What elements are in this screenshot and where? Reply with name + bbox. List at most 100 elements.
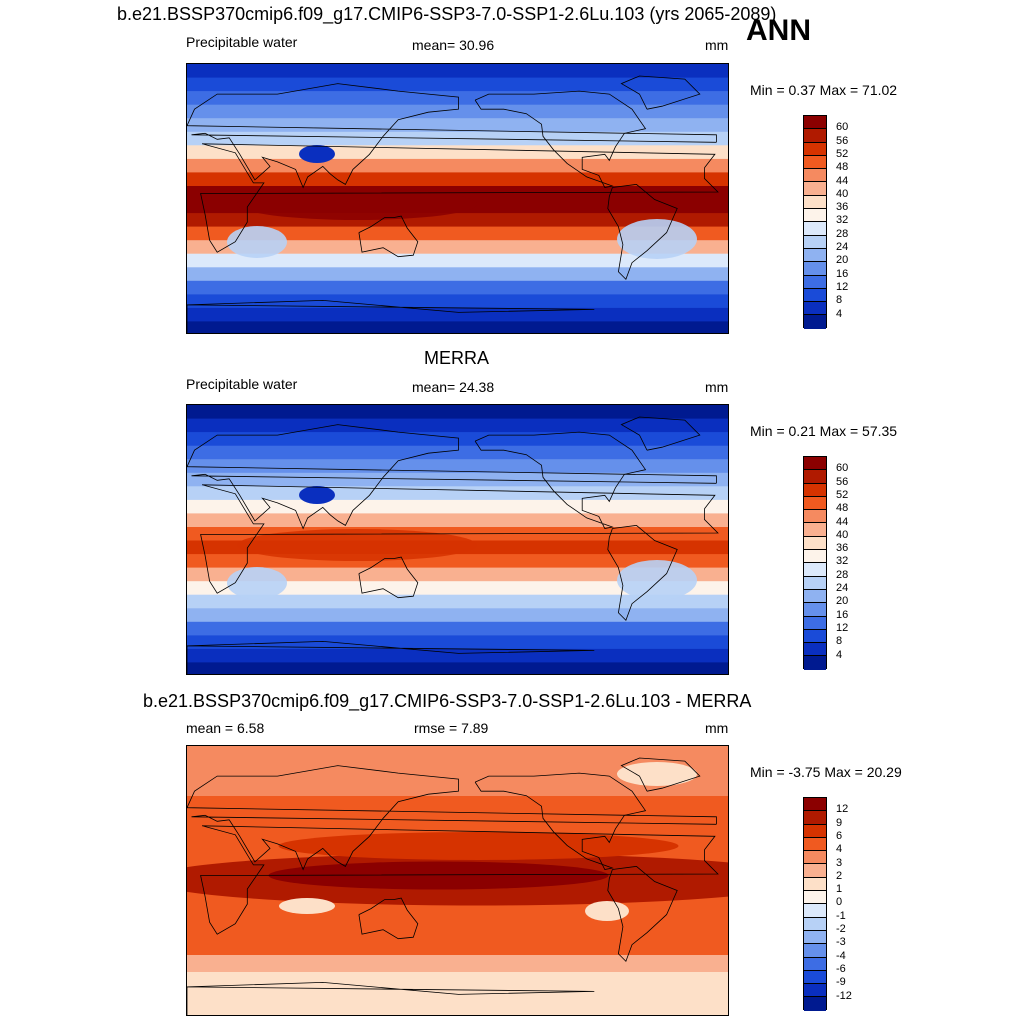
colorbar-swatch	[804, 563, 826, 577]
colorbar-tick-label: 60	[836, 462, 849, 475]
colorbar-swatch	[804, 603, 826, 617]
colorbar-swatch	[804, 142, 826, 156]
colorbar-tick-label: 48	[836, 161, 849, 174]
colorbar-swatch	[804, 222, 826, 236]
colorbar-swatch	[804, 824, 826, 838]
colorbar-tick-label: 52	[836, 147, 849, 160]
colorbar-tick-label: -9	[836, 976, 846, 989]
colorbar-tick-label: 4	[836, 307, 843, 320]
colorbar-swatch	[804, 510, 826, 524]
colorbar-swatch	[804, 483, 826, 497]
colorbar-swatch	[804, 877, 826, 892]
colorbar-swatch	[804, 262, 826, 276]
colorbar-swatch	[804, 656, 826, 670]
colorbar-swatch	[804, 643, 826, 657]
colorbar-swatch	[804, 891, 826, 905]
colorbar-tick-label: -3	[836, 936, 846, 949]
colorbar-tick-label: -12	[836, 989, 852, 1002]
panel1-map	[186, 63, 729, 334]
colorbar-swatch	[804, 917, 826, 931]
colorbar-tick-label: 48	[836, 502, 849, 515]
colorbar-tick-label: 28	[836, 227, 849, 240]
colorbar-swatch	[804, 589, 826, 604]
colorbar-tick-label: 40	[836, 528, 849, 541]
panel3-map	[186, 745, 729, 1016]
panel2-mean-label: mean= 24.38	[412, 379, 495, 395]
panel3-colorbar	[803, 797, 827, 1011]
colorbar-swatch	[804, 837, 826, 852]
colorbar-swatch	[804, 496, 826, 511]
colorbar-tick-label: 9	[836, 816, 843, 829]
colorbar-swatch	[804, 155, 826, 170]
panel2-variable-label: Precipitable water	[186, 376, 298, 392]
colorbar-swatch	[804, 523, 826, 537]
panel2-map	[186, 404, 729, 675]
colorbar-tick-label: 40	[836, 187, 849, 200]
colorbar-swatch	[804, 957, 826, 971]
colorbar-tick-label: 16	[836, 267, 849, 280]
colorbar-tick-label: 28	[836, 568, 849, 581]
colorbar-swatch	[804, 997, 826, 1011]
panel1-mean-label: mean= 30.96	[412, 37, 495, 53]
colorbar-tick-label: 36	[836, 201, 849, 214]
panel3-mean-label: mean = 6.58	[186, 720, 265, 736]
panel3-units-label: mm	[705, 720, 729, 736]
colorbar-swatch	[804, 288, 826, 303]
colorbar-swatch	[804, 182, 826, 196]
colorbar-tick-label: 20	[836, 254, 849, 267]
colorbar-tick-label: 52	[836, 488, 849, 501]
colorbar-tick-label: 32	[836, 555, 849, 568]
colorbar-swatch	[804, 457, 826, 471]
colorbar-tick-label: -2	[836, 923, 846, 935]
colorbar-tick-label: 1	[836, 883, 843, 896]
colorbar-swatch	[804, 302, 826, 316]
colorbar-swatch	[804, 470, 826, 484]
colorbar-tick-label: 24	[836, 241, 849, 253]
colorbar-tick-label: 3	[836, 856, 843, 869]
colorbar-swatch	[804, 629, 826, 644]
panel2-minmax: Min = 0.21 Max = 57.35	[750, 423, 898, 439]
colorbar-tick-label: -4	[836, 949, 846, 962]
panel3-minmax: Min = -3.75 Max = 20.29	[750, 764, 902, 780]
colorbar-swatch	[804, 116, 826, 130]
colorbar-tick-label: 4	[836, 648, 843, 661]
colorbar-swatch	[804, 315, 826, 329]
colorbar-swatch	[804, 248, 826, 263]
panel3-title: b.e21.BSSP370cmip6.f09_g17.CMIP6-SSP3-7.…	[143, 691, 752, 711]
colorbar-tick-label: 44	[836, 174, 849, 187]
colorbar-swatch	[804, 970, 826, 985]
colorbar-tick-label: 44	[836, 515, 849, 528]
season-label: ANN	[746, 14, 811, 47]
colorbar-swatch	[804, 864, 826, 878]
panel2-title: MERRA	[424, 348, 490, 368]
colorbar-swatch	[804, 129, 826, 143]
panel1-units-label: mm	[705, 37, 729, 53]
colorbar-tick-label: 0	[836, 896, 843, 909]
colorbar-swatch	[804, 235, 826, 249]
colorbar-swatch	[804, 209, 826, 223]
colorbar-tick-label: 8	[836, 294, 843, 307]
colorbar-tick-label: -1	[836, 909, 846, 922]
colorbar-tick-label: 24	[836, 582, 849, 594]
colorbar-tick-label: 12	[836, 621, 849, 634]
colorbar-swatch	[804, 169, 826, 183]
colorbar-tick-label: 56	[836, 475, 849, 488]
panel2-units-label: mm	[705, 379, 729, 395]
colorbar-tick-label: 2	[836, 869, 843, 882]
colorbar-swatch	[804, 195, 826, 210]
colorbar-swatch	[804, 616, 826, 630]
colorbar-tick-label: 56	[836, 134, 849, 147]
colorbar-swatch	[804, 930, 826, 945]
panel3-rmse-label: rmse = 7.89	[414, 720, 489, 736]
colorbar-swatch	[804, 798, 826, 812]
panel1-variable-label: Precipitable water	[186, 34, 298, 50]
colorbar-tick-label: 20	[836, 595, 849, 608]
colorbar-tick-label: 12	[836, 280, 849, 293]
colorbar-swatch	[804, 576, 826, 590]
colorbar-swatch	[804, 984, 826, 998]
panel2-colorbar	[803, 456, 827, 670]
colorbar-tick-label: 16	[836, 608, 849, 621]
colorbar-tick-label: 4	[836, 843, 843, 856]
colorbar-tick-label: 6	[836, 829, 843, 842]
colorbar-swatch	[804, 904, 826, 918]
